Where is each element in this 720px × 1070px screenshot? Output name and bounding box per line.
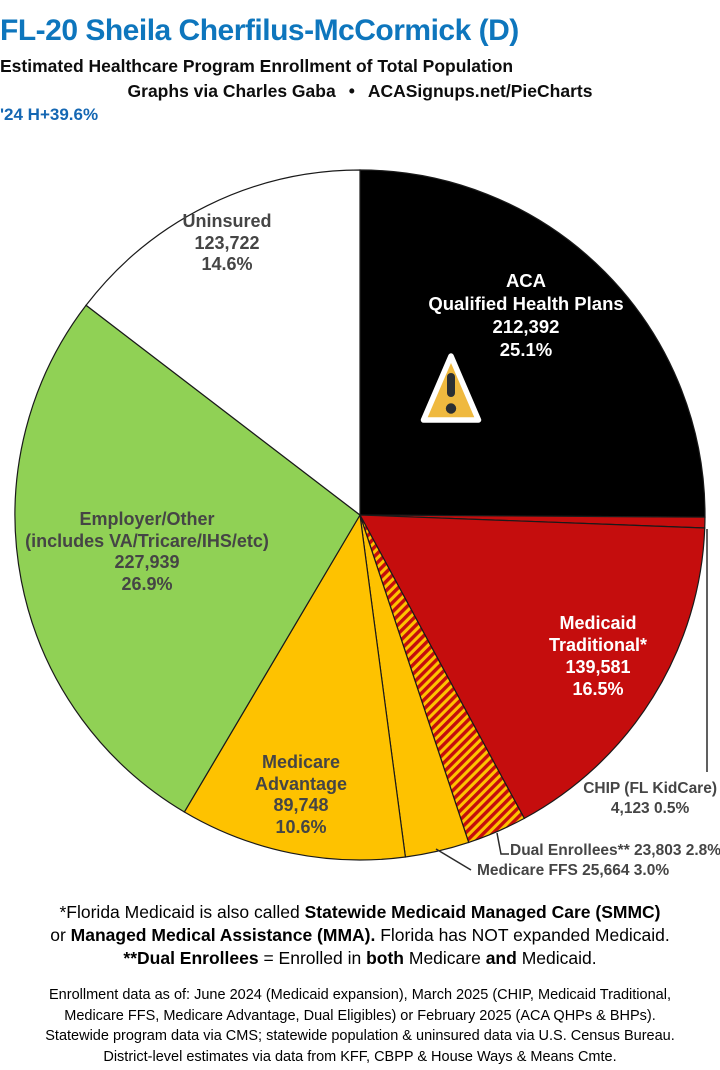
byline-credit: Graphs via Charles Gaba (127, 81, 336, 101)
chart-subtitle: Estimated Healthcare Program Enrollment … (0, 56, 514, 76)
dual-enrollees-slice-label: Dual Enrollees** 23,803 2.8% (510, 842, 720, 859)
page-title: FL-20 Sheila Cherfilus-McCormick (D) (0, 14, 519, 47)
medicaid-footnote-line: or Managed Medical Assistance (MMA). Flo… (50, 925, 670, 945)
dual-leader-line (496, 832, 509, 855)
warning-triangle-icon (420, 353, 482, 423)
pie-slice-uninsured (85, 169, 361, 517)
medicaid-footnote-line: *Florida Medicaid is also called Statewi… (59, 902, 661, 922)
pie-slice-aca (359, 169, 706, 518)
medicaid-footnote: *Florida Medicaid is also called Statewi… (0, 901, 720, 970)
employer-slice-label: Employer/Other (includes VA/Tricare/IHS/e… (25, 509, 269, 594)
aca-slice-label: ACA Qualified Health Plans 212,392 25.1% (428, 270, 624, 360)
medicaid-footnote-line: **Dual Enrollees = Enrolled in both Medi… (123, 948, 597, 968)
chip-slice-label: CHIP (FL KidCare) 4,123 0.5% (583, 780, 717, 817)
ffs-leader-line (435, 848, 472, 871)
h-index-stat: '24 H+39.6% (0, 105, 99, 124)
pie-slice-medicare-advantage (183, 513, 407, 861)
uninsured-slice-label: Uninsured 123,722 14.6% (182, 211, 272, 274)
source-footnote: Enrollment data as of: June 2024 (Medica… (45, 987, 675, 1065)
byline-site: ACASignups.net/PieCharts (367, 81, 593, 101)
pie-slice-medicaid (358, 514, 706, 820)
medicaid-slice-label: Medicaid Traditional* 139,581 16.5% (548, 613, 648, 699)
bullet-separator-icon: • (348, 81, 355, 101)
pie-slice-employer (14, 304, 361, 813)
medicare-ffs-slice-label: Medicare FFS 25,664 3.0% (477, 862, 670, 879)
byline: Graphs via Charles Gaba • ACASignups.net… (0, 81, 720, 102)
medicare-advantage-slice-label: Medicare Advantage 89,748 10.6% (254, 752, 348, 837)
